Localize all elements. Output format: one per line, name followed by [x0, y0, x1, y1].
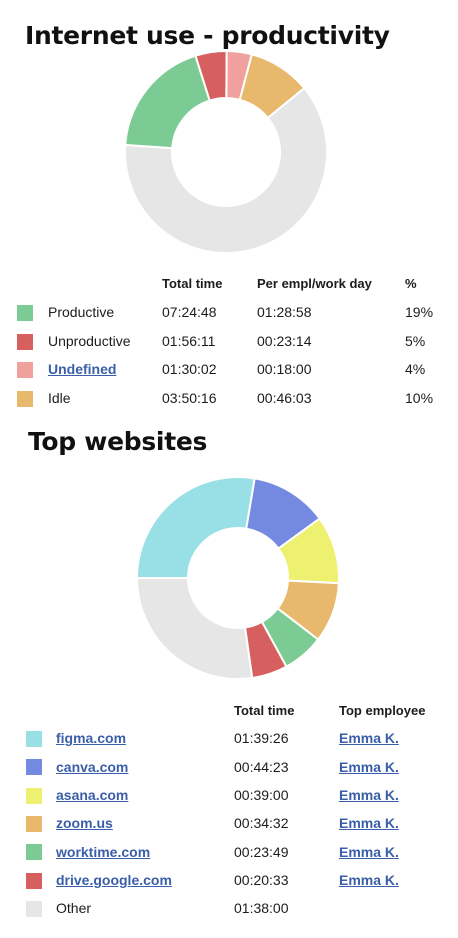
percent-value: 5%	[405, 332, 426, 349]
website-row-drive-google-com: drive.google.com 00:20:33 Emma K.	[26, 866, 426, 894]
productivity-row-undefined: Undefined 01:30:02 00:18:00 4%	[17, 355, 442, 384]
per-day-value: 00:23:14	[257, 332, 312, 349]
top-employee-link[interactable]: Emma K.	[339, 815, 399, 832]
per-day-value: 01:28:58	[257, 304, 312, 321]
total-time-value: 01:30:02	[162, 361, 217, 378]
website-row-other: Other 01:38:00	[26, 894, 426, 922]
col-total-time: Total time	[162, 275, 223, 291]
productivity-row-productive: Productive 07:24:48 01:28:58 19%	[17, 298, 442, 327]
productivity-title: Internet use - productivity	[25, 21, 390, 50]
productivity-slice-productive	[125, 54, 211, 150]
website-link[interactable]: zoom.us	[56, 815, 113, 832]
productivity-slice-other	[125, 86, 327, 254]
website-row-zoom-us: zoom.us 00:34:32 Emma K.	[26, 809, 426, 837]
websites-slice-figma-com	[135, 476, 256, 579]
legend-swatch	[17, 304, 33, 321]
col-top-employee: Top employee	[339, 702, 426, 718]
top-employee-link[interactable]: Emma K.	[339, 730, 399, 747]
total-time-value: 00:39:00	[234, 787, 289, 804]
website-link[interactable]: asana.com	[56, 787, 129, 804]
productivity-row-idle: Idle 03:50:16 00:46:03 10%	[17, 384, 442, 413]
top-websites-donut-chart	[135, 476, 340, 680]
total-time-value: 07:24:48	[162, 304, 217, 321]
website-row-worktime-com: worktime.com 00:23:49 Emma K.	[26, 837, 426, 865]
websites-slice-other	[135, 577, 254, 680]
top-employee-link[interactable]: Emma K.	[339, 843, 399, 860]
top-employee-link[interactable]: Emma K.	[339, 758, 399, 775]
website-link[interactable]: worktime.com	[56, 843, 151, 860]
percent-value: 10%	[405, 390, 434, 407]
top-employee-link[interactable]: Emma K.	[339, 787, 399, 804]
website-link[interactable]: canva.com	[56, 758, 129, 775]
category-label: Unproductive	[48, 332, 131, 349]
percent-value: 19%	[405, 304, 434, 321]
percent-value: 4%	[405, 361, 426, 378]
legend-swatch	[26, 731, 42, 748]
col-total-time: Total time	[234, 702, 295, 718]
top-websites-table-header: Total time Top employee	[26, 696, 426, 724]
per-day-value: 00:18:00	[257, 361, 312, 378]
top-websites-table: Total time Top employee figma.com 01:39:2…	[26, 696, 426, 922]
legend-swatch	[26, 759, 42, 776]
productivity-donut-chart	[125, 49, 327, 254]
website-link[interactable]: drive.google.com	[56, 871, 172, 888]
total-time-value: 03:50:16	[162, 390, 217, 407]
legend-swatch	[17, 390, 33, 407]
legend-swatch	[26, 815, 42, 832]
website-link[interactable]: figma.com	[56, 730, 127, 747]
top-employee-link[interactable]: Emma K.	[339, 871, 399, 888]
productivity-row-unproductive: Unproductive 01:56:11 00:23:14 5%	[17, 327, 442, 356]
total-time-value: 01:38:00	[234, 900, 289, 917]
col-per-empl-work-day: Per empl/work day	[257, 275, 372, 291]
category-link[interactable]: Undefined	[48, 361, 117, 378]
category-label: Productive	[48, 304, 115, 321]
website-label: Other	[56, 900, 92, 917]
legend-swatch	[26, 787, 42, 804]
per-day-value: 00:46:03	[257, 390, 312, 407]
top-websites-title: Top websites	[28, 427, 208, 456]
total-time-value: 00:20:33	[234, 871, 289, 888]
total-time-value: 00:23:49	[234, 843, 289, 860]
legend-swatch	[26, 844, 42, 861]
productivity-table: Total time Per empl/work day % Productiv…	[17, 268, 442, 412]
website-row-figma-com: figma.com 01:39:26 Emma K.	[26, 724, 426, 752]
legend-swatch	[26, 872, 42, 889]
legend-swatch	[17, 333, 33, 350]
legend-swatch	[17, 362, 33, 379]
website-row-asana-com: asana.com 00:39:00 Emma K.	[26, 781, 426, 809]
category-label: Idle	[48, 390, 71, 407]
productivity-table-header: Total time Per empl/work day %	[17, 268, 442, 298]
total-time-value: 01:39:26	[234, 730, 289, 747]
total-time-value: 00:44:23	[234, 758, 289, 775]
total-time-value: 01:56:11	[162, 332, 216, 349]
col-percent: %	[405, 275, 417, 291]
website-row-canva-com: canva.com 00:44:23 Emma K.	[26, 753, 426, 781]
total-time-value: 00:34:32	[234, 815, 289, 832]
legend-swatch	[26, 900, 42, 917]
